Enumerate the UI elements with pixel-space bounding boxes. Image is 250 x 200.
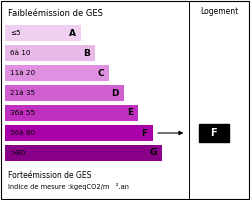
Text: G: G	[149, 148, 156, 157]
FancyBboxPatch shape	[5, 145, 162, 161]
Text: D: D	[111, 88, 119, 98]
Text: E: E	[127, 108, 133, 117]
Text: Logement: Logement	[200, 6, 238, 16]
Text: 56à 80: 56à 80	[10, 130, 35, 136]
FancyBboxPatch shape	[5, 25, 80, 41]
FancyBboxPatch shape	[5, 85, 124, 101]
Text: Indice de mesure :kgeqCO2/m   ².an: Indice de mesure :kgeqCO2/m ².an	[8, 184, 128, 190]
Text: 36à 55: 36à 55	[10, 110, 35, 116]
Text: 21à 35: 21à 35	[10, 90, 35, 96]
Text: A: A	[68, 28, 75, 38]
Text: B: B	[83, 48, 90, 58]
Text: >80: >80	[10, 150, 26, 156]
FancyBboxPatch shape	[5, 45, 95, 61]
Text: 6à 10: 6à 10	[10, 50, 30, 56]
FancyBboxPatch shape	[199, 124, 229, 142]
Text: ≤5: ≤5	[10, 30, 21, 36]
FancyBboxPatch shape	[5, 105, 138, 121]
Text: Faibleémission de GES: Faibleémission de GES	[8, 8, 102, 18]
Text: F: F	[142, 128, 148, 138]
Text: 11à 20: 11à 20	[10, 70, 35, 76]
FancyBboxPatch shape	[5, 125, 152, 141]
Text: F: F	[210, 128, 217, 138]
FancyBboxPatch shape	[5, 65, 110, 81]
Text: Forteémission de GES: Forteémission de GES	[8, 170, 91, 180]
Text: C: C	[98, 68, 104, 77]
